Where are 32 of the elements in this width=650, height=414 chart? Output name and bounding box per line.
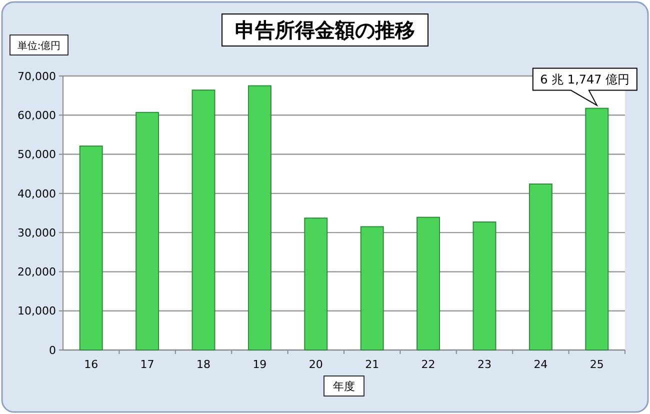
y-tick-label: 0 bbox=[49, 344, 56, 357]
y-axis-title: 単位:億円 bbox=[17, 40, 61, 52]
bar bbox=[360, 226, 384, 350]
x-tick-label: 17 bbox=[140, 358, 154, 371]
x-tick-label: 23 bbox=[478, 358, 492, 371]
bar bbox=[248, 85, 272, 350]
bar bbox=[585, 108, 609, 350]
y-tick-label: 10,000 bbox=[18, 304, 56, 318]
y-tick-label: 40,000 bbox=[18, 187, 56, 200]
x-tick-label: 19 bbox=[252, 358, 267, 371]
bar bbox=[192, 90, 216, 350]
bar bbox=[79, 146, 103, 350]
x-tick-label: 18 bbox=[196, 358, 210, 371]
x-tick-label: 20 bbox=[308, 358, 323, 371]
bar bbox=[304, 218, 328, 350]
y-tick-label: 30,000 bbox=[18, 226, 56, 240]
x-tick-label: 25 bbox=[590, 358, 604, 371]
bar bbox=[528, 184, 552, 350]
bar bbox=[472, 222, 496, 350]
x-tick-label: 16 bbox=[84, 358, 98, 371]
y-tick-label: 20,000 bbox=[18, 266, 56, 279]
y-tick-label: 50,000 bbox=[18, 148, 56, 162]
x-tick-label: 24 bbox=[534, 358, 548, 371]
x-tick-label: 22 bbox=[421, 358, 436, 371]
bar bbox=[136, 112, 160, 350]
x-tick-label: 21 bbox=[365, 358, 380, 371]
chart-title: 申告所得金額の推移 bbox=[235, 18, 415, 42]
x-axis-title: 年度 bbox=[333, 380, 355, 393]
y-tick-label: 60,000 bbox=[18, 108, 56, 122]
y-tick-label: 70,000 bbox=[18, 70, 56, 83]
annotation: 6 兆 1,747 億円 bbox=[540, 72, 630, 86]
bar bbox=[416, 216, 440, 350]
